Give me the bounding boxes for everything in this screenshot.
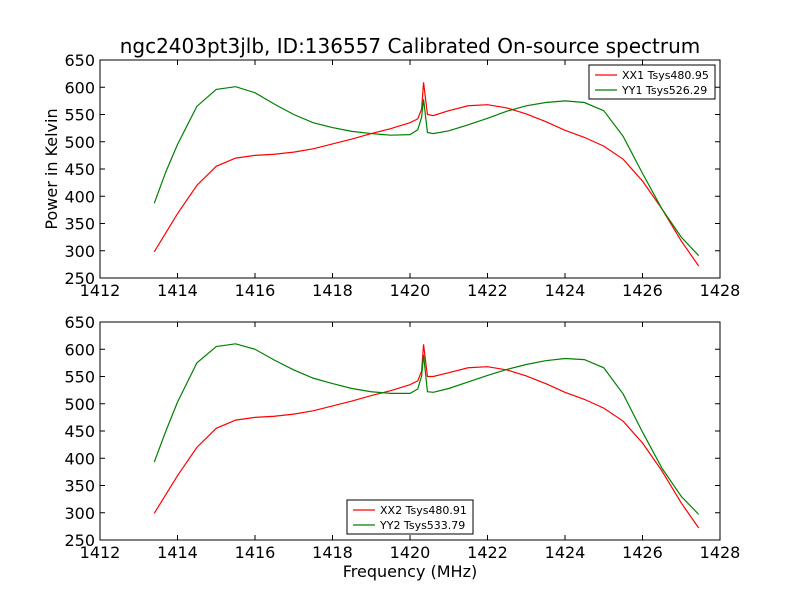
y-tick-label: 600 xyxy=(64,78,95,97)
x-tick-label: 1428 xyxy=(700,543,741,562)
y-tick-label: 250 xyxy=(64,269,95,288)
y-tick-label: 450 xyxy=(64,422,95,441)
panels: 1412 1414 1416 1418 1420 1422 1424 1426 1428 250 3… xyxy=(42,51,740,562)
series-line-2-2 xyxy=(153,343,700,515)
x-tick-label: 1412 xyxy=(80,281,121,300)
legend-box xyxy=(346,499,474,535)
x-tick-label: 1412 xyxy=(80,543,121,562)
y-tick-label: 500 xyxy=(64,395,95,414)
series-line-2-1 xyxy=(153,344,700,529)
chart-title: ngc2403pt3jlb, ID:136557 Calibrated On-s… xyxy=(120,34,701,58)
legend: XX1 Tsys480.95 YY1 Tsys526.29 xyxy=(588,64,716,100)
x-tick-label: 1416 xyxy=(235,543,276,562)
series-line-1-2 xyxy=(153,86,700,257)
y-tick-label: 550 xyxy=(64,368,95,387)
series-group xyxy=(153,343,700,529)
x-tick-label: 1426 xyxy=(622,543,663,562)
x-tick-label: 1426 xyxy=(622,281,663,300)
y-tick-label: 650 xyxy=(64,313,95,332)
y-axis-label: Power in Kelvin xyxy=(42,108,61,229)
x-tick-label: 1414 xyxy=(157,543,198,562)
y-tick-label: 500 xyxy=(64,133,95,152)
x-tick-label: 1422 xyxy=(467,281,508,300)
y-tick-label: 300 xyxy=(64,242,95,261)
legend-box xyxy=(588,64,716,100)
legend: XX2 Tsys480.91 YY2 Tsys533.79 xyxy=(346,499,474,535)
panel-1: 1412 1414 1416 1418 1420 1422 1424 1426 1428 250 3… xyxy=(42,51,740,300)
y-tick-label: 350 xyxy=(64,215,95,234)
x-tick-label: 1424 xyxy=(545,281,586,300)
y-tick-label: 400 xyxy=(64,449,95,468)
series-group xyxy=(153,82,700,267)
x-tick-label: 1420 xyxy=(390,281,431,300)
legend-entry: YY2 Tsys533.79 xyxy=(379,519,465,532)
x-axis-label: Frequency (MHz) xyxy=(343,562,477,581)
x-tick-label: 1418 xyxy=(312,543,353,562)
legend-entry: XX1 Tsys480.95 xyxy=(622,69,709,82)
x-tick-label: 1422 xyxy=(467,543,508,562)
y-tick-label: 450 xyxy=(64,160,95,179)
panel-2: 1412 1414 1416 1418 1420 1422 1424 1426 1428 250 3… xyxy=(64,313,740,562)
x-tick-label: 1416 xyxy=(235,281,276,300)
x-tick-label: 1428 xyxy=(700,281,741,300)
y-tick-label: 400 xyxy=(64,187,95,206)
x-tick-label: 1420 xyxy=(390,543,431,562)
legend-entry: YY1 Tsys526.29 xyxy=(621,84,707,97)
x-tick-label: 1414 xyxy=(157,281,198,300)
series-line-1-1 xyxy=(153,82,700,267)
y-tick-label: 600 xyxy=(64,340,95,359)
y-tick-label: 250 xyxy=(64,531,95,550)
x-tick-label: 1418 xyxy=(312,281,353,300)
y-tick-label: 300 xyxy=(64,504,95,523)
x-tick-label: 1424 xyxy=(545,543,586,562)
y-tick-label: 650 xyxy=(64,51,95,70)
y-tick-label: 350 xyxy=(64,477,95,496)
legend-entry: XX2 Tsys480.91 xyxy=(380,504,467,517)
y-tick-label: 550 xyxy=(64,106,95,125)
